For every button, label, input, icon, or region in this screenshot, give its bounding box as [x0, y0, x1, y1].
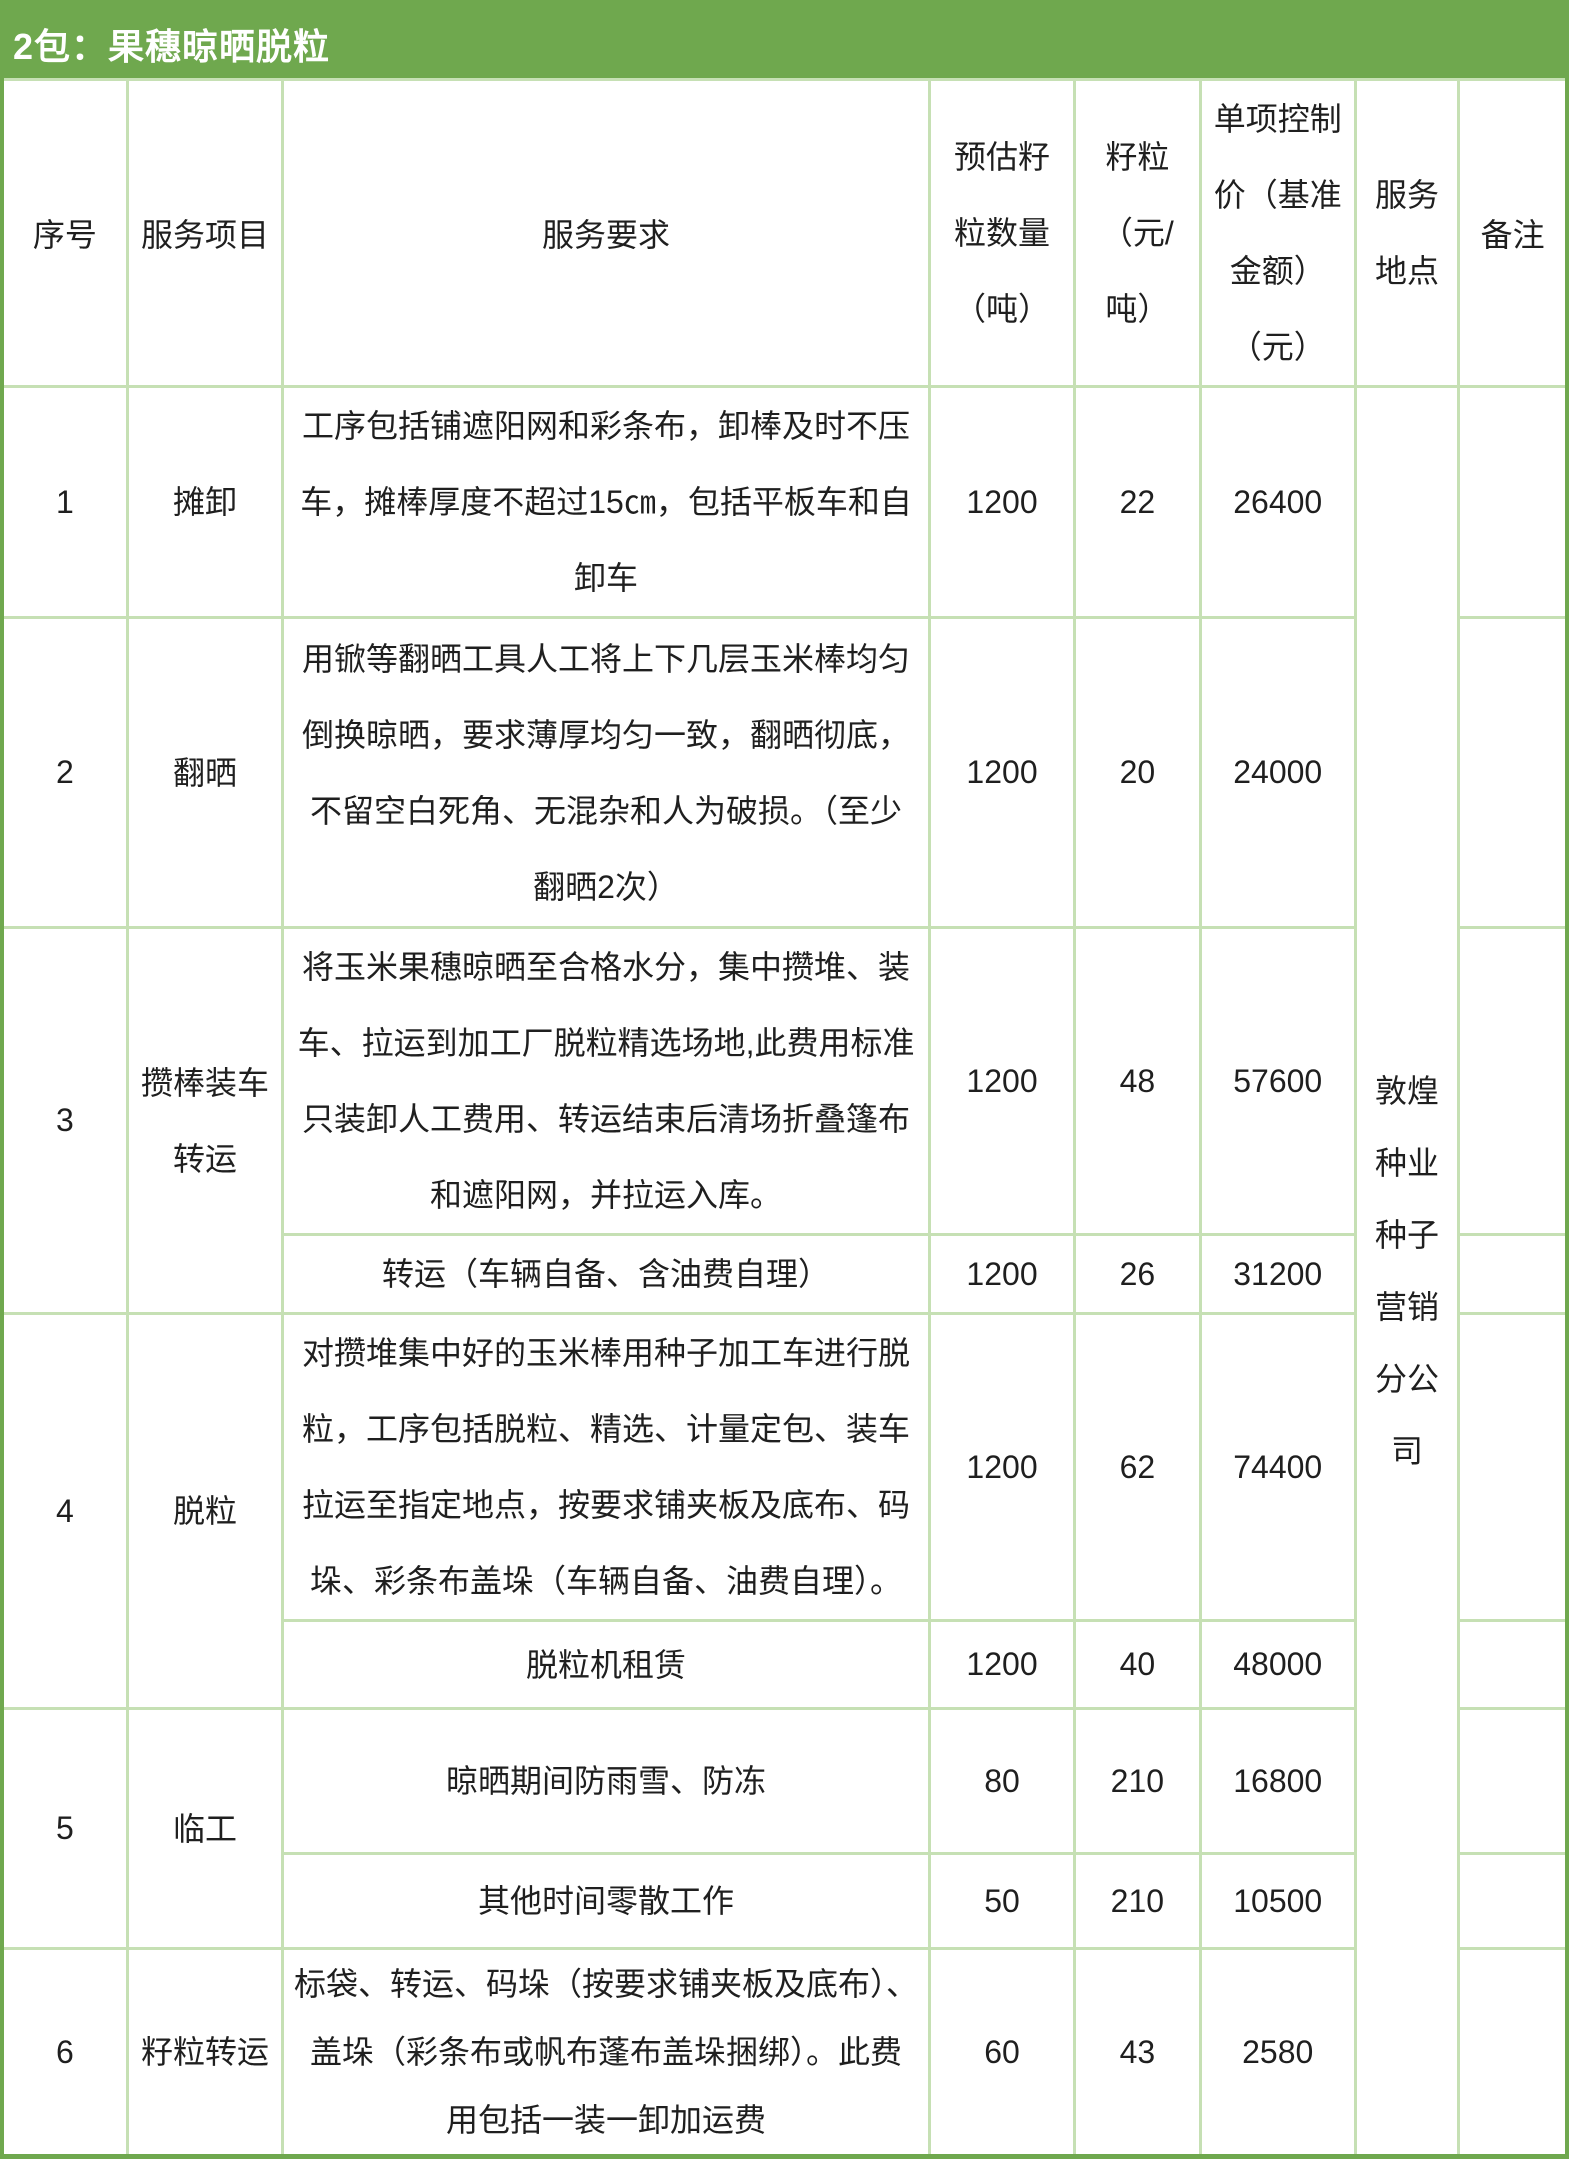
- cell-control-price: 16800: [1198, 1707, 1357, 1855]
- cell-requirement: 工序包括铺遮阳网和彩条布，卸棒及时不压 车，摊棒厚度不超过15㎝，包括平板车和自…: [281, 385, 931, 619]
- cell-remark: [1457, 1707, 1569, 1855]
- col-header-no: 序号: [0, 78, 129, 388]
- table-row: 5 临工 晾晒期间防雨雪、防冻 80 210 16800: [0, 1707, 1569, 1950]
- cell-unit-price: 43: [1073, 1947, 1202, 2158]
- cell-remark: [1457, 1619, 1569, 1710]
- cell-quantity: 1200: [927, 1619, 1077, 1710]
- cell-quantity: 1200: [927, 385, 1077, 619]
- cell-unit-price: 20: [1073, 616, 1202, 929]
- table-row: 脱粒机租赁 1200 40 48000: [2, 1619, 1569, 1710]
- cell-quantity: 60: [927, 1947, 1077, 2158]
- cell-requirement: 晾晒期间防雨雪、防冻: [281, 1707, 931, 1855]
- table-row: 6 籽粒转运 标袋、转运、码垛（按要求铺夹板及底布）、 盖垛（彩条布或帆布蓬布盖…: [0, 1947, 1569, 2158]
- cell-item: 攒棒装车转运: [125, 926, 285, 1315]
- cell-control-price: 2580: [1198, 1947, 1357, 2158]
- header-row: 序号 服务项目 服务要求 预估籽 粒数量 （吨） 籽粒 （元/ 吨） 单项控制 …: [0, 78, 1569, 388]
- cell-unit-price: 48: [1073, 926, 1202, 1236]
- cell-unit-price: 22: [1073, 385, 1202, 619]
- cell-no: 2: [0, 616, 129, 929]
- cell-remark: [1457, 1852, 1569, 1950]
- service-location-text: 敦煌种业种子营销分公司: [1375, 1073, 1440, 1469]
- cell-quantity: 80: [927, 1707, 1077, 1855]
- cell-requirement: 对攒堆集中好的玉米棒用种子加工车进行脱 粒，工序包括脱粒、精选、计量定包、装车 …: [281, 1312, 931, 1622]
- cell-unit-price: 62: [1073, 1312, 1202, 1622]
- cell-requirement: 转运（车辆自备、含油费自理）: [281, 1233, 931, 1315]
- title-bar: 2包：果穗晾晒脱粒: [0, 0, 1569, 78]
- table-row: 4 脱粒 对攒堆集中好的玉米棒用种子加工车进行脱 粒，工序包括脱粒、精选、计量定…: [0, 1312, 1569, 1710]
- table-row: 3 攒棒装车转运 将玉米果穗晾晒至合格水分，集中攒堆、装 车、拉运到加工厂脱粒精…: [0, 926, 1569, 1315]
- col-header-control-price: 单项控制 价（基准 金额） （元）: [1198, 78, 1357, 388]
- cell-unit-price: 210: [1073, 1707, 1202, 1855]
- page-title: 2包：果穗晾晒脱粒: [13, 26, 331, 67]
- cell-control-price: 48000: [1198, 1619, 1357, 1710]
- cell-unit-price: 210: [1073, 1852, 1202, 1950]
- cell-quantity: 1200: [927, 1312, 1077, 1622]
- cell-control-price: 74400: [1198, 1312, 1357, 1622]
- table-row: 转运（车辆自备、含油费自理） 1200 26 31200: [2, 1233, 1569, 1315]
- cell-control-price: 26400: [1198, 385, 1357, 619]
- cell-location-merged: 敦煌种业种子营销分公司: [1353, 385, 1461, 2158]
- cell-no: 3: [0, 926, 129, 1315]
- cell-item: 脱粒: [125, 1312, 285, 1710]
- col-header-quantity: 预估籽 粒数量 （吨）: [927, 78, 1077, 388]
- cell-item: 临工: [125, 1707, 285, 1950]
- cell-remark: [1457, 926, 1569, 1236]
- cell-item: 翻晒: [125, 616, 285, 929]
- cell-no: 4: [0, 1312, 129, 1710]
- cell-no: 6: [0, 1947, 129, 2158]
- cell-remark: [1457, 1312, 1569, 1622]
- cell-requirement: 将玉米果穗晾晒至合格水分，集中攒堆、装 车、拉运到加工厂脱粒精选场地,此费用标准…: [281, 926, 931, 1236]
- cell-requirement: 脱粒机租赁: [281, 1619, 931, 1710]
- table-row: 其他时间零散工作 50 210 10500: [2, 1852, 1569, 1950]
- cell-remark: [1457, 1233, 1569, 1315]
- cell-requirement: 用锨等翻晒工具人工将上下几层玉米棒均匀 倒换晾晒，要求薄厚均匀一致，翻晒彻底， …: [281, 616, 931, 929]
- cell-quantity: 1200: [927, 616, 1077, 929]
- cell-quantity: 50: [927, 1852, 1077, 1950]
- cell-control-price: 24000: [1198, 616, 1357, 929]
- cell-quantity: 1200: [927, 926, 1077, 1236]
- col-header-location: 服务 地点: [1353, 78, 1461, 388]
- cell-remark: [1457, 616, 1569, 929]
- service-items-table: 序号 服务项目 服务要求 预估籽 粒数量 （吨） 籽粒 （元/ 吨） 单项控制 …: [0, 78, 1569, 2159]
- cell-quantity: 1200: [927, 1233, 1077, 1315]
- cell-unit-price: 40: [1073, 1619, 1202, 1710]
- col-header-unit-price: 籽粒 （元/ 吨）: [1073, 78, 1202, 388]
- cell-item: 籽粒转运: [125, 1947, 285, 2158]
- cell-control-price: 57600: [1198, 926, 1357, 1236]
- cell-no: 1: [0, 385, 129, 619]
- cell-remark: [1457, 1947, 1569, 2158]
- col-header-remark: 备注: [1457, 78, 1569, 388]
- cell-control-price: 10500: [1198, 1852, 1357, 1950]
- col-header-item: 服务项目: [125, 78, 285, 388]
- table-row: 2 翻晒 用锨等翻晒工具人工将上下几层玉米棒均匀 倒换晾晒，要求薄厚均匀一致，翻…: [0, 616, 1569, 929]
- cell-remark: [1457, 385, 1569, 619]
- cell-requirement: 其他时间零散工作: [281, 1852, 931, 1950]
- cell-unit-price: 26: [1073, 1233, 1202, 1315]
- cell-control-price: 31200: [1198, 1233, 1357, 1315]
- table-row: 1 摊卸 工序包括铺遮阳网和彩条布，卸棒及时不压 车，摊棒厚度不超过15㎝，包括…: [0, 385, 1569, 2158]
- cell-no: 5: [0, 1707, 129, 1950]
- cell-requirement: 标袋、转运、码垛（按要求铺夹板及底布）、 盖垛（彩条布或帆布蓬布盖垛捆绑）。此费…: [281, 1947, 931, 2158]
- cell-item: 摊卸: [125, 385, 285, 619]
- col-header-requirement: 服务要求: [281, 78, 931, 388]
